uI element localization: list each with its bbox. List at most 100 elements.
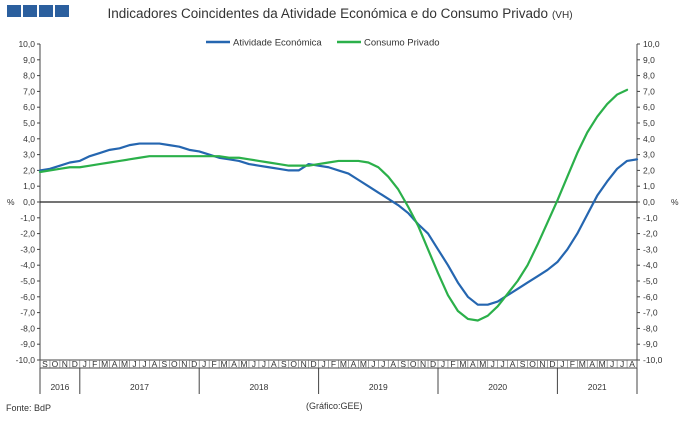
x-month-label: A xyxy=(351,359,357,369)
chart-title: Indicadores Coincidentes da Atividade Ec… xyxy=(107,6,548,21)
x-month-label: A xyxy=(510,359,516,369)
x-month-label: S xyxy=(400,359,406,369)
x-month-label: M xyxy=(599,359,606,369)
x-month-label: A xyxy=(112,359,118,369)
y-tick-label-left: 2,0 xyxy=(23,165,35,175)
x-month-label: M xyxy=(340,359,347,369)
y-tick-label-left: 1,0 xyxy=(23,181,35,191)
x-month-label: O xyxy=(52,359,59,369)
x-month-label: M xyxy=(121,359,128,369)
chart-subtitle: (VH) xyxy=(551,10,573,21)
series-line-consumo-privado xyxy=(38,88,629,322)
x-month-label: O xyxy=(410,359,417,369)
y-tick-label-left: 9,0 xyxy=(23,55,35,65)
y-tick-label-right: -7,0 xyxy=(643,308,658,318)
x-month-label: M xyxy=(101,359,108,369)
logo-block xyxy=(23,5,37,17)
y-tick-label-right: -4,0 xyxy=(643,260,658,270)
logo-block xyxy=(55,5,69,17)
y-unit-left: % xyxy=(7,197,15,207)
x-month-label: N xyxy=(62,359,68,369)
x-month-label: J xyxy=(441,359,445,369)
y-tick-label-left: 5,0 xyxy=(23,118,35,128)
x-month-label: S xyxy=(162,359,168,369)
y-tick-label-right: 2,0 xyxy=(643,165,655,175)
x-month-label: N xyxy=(420,359,426,369)
x-month-label: J xyxy=(560,359,564,369)
x-month-label: J xyxy=(381,359,385,369)
y-tick-label-right: 1,0 xyxy=(643,181,655,191)
x-month-label: A xyxy=(470,359,476,369)
x-month-label: A xyxy=(152,359,158,369)
x-month-label: J xyxy=(132,359,136,369)
year-label: 2018 xyxy=(249,382,268,392)
source-note: Fonte: BdP xyxy=(6,403,52,413)
year-label: 2020 xyxy=(488,382,507,392)
y-tick-label-right: 7,0 xyxy=(643,86,655,96)
x-month-label: J xyxy=(321,359,325,369)
x-month-label: J xyxy=(620,359,624,369)
y-tick-label-left: 0,0 xyxy=(23,197,35,207)
x-month-label: D xyxy=(311,359,317,369)
y-tick-label-left: -8,0 xyxy=(20,323,35,333)
x-month-label: J xyxy=(610,359,614,369)
y-tick-label-right: -9,0 xyxy=(643,339,658,349)
x-month-label: F xyxy=(450,359,455,369)
y-tick-label-left: -5,0 xyxy=(20,276,35,286)
y-tick-label-left: -4,0 xyxy=(20,260,35,270)
x-month-label: J xyxy=(371,359,375,369)
y-tick-label-left: -6,0 xyxy=(20,292,35,302)
x-month-label: A xyxy=(390,359,396,369)
y-tick-label-left: -10,0 xyxy=(16,355,36,365)
legend-label: Atividade Económica xyxy=(233,38,322,49)
x-month-label: J xyxy=(202,359,206,369)
y-tick-label-right: -8,0 xyxy=(643,323,658,333)
y-tick-label-left: -1,0 xyxy=(20,213,35,223)
y-tick-label-right: 10,0 xyxy=(643,39,660,49)
x-month-label: D xyxy=(72,359,78,369)
year-label: 2017 xyxy=(130,382,149,392)
x-month-label: J xyxy=(262,359,266,369)
x-month-label: S xyxy=(281,359,287,369)
y-tick-label-right: 3,0 xyxy=(643,150,655,160)
y-tick-label-left: 7,0 xyxy=(23,86,35,96)
x-month-label: N xyxy=(181,359,187,369)
y-tick-label-left: -7,0 xyxy=(20,308,35,318)
x-month-label: J xyxy=(142,359,146,369)
credit-note: (Gráfico:GEE) xyxy=(306,401,363,411)
y-tick-label-right: 8,0 xyxy=(643,71,655,81)
x-month-label: D xyxy=(191,359,197,369)
x-month-label: M xyxy=(579,359,586,369)
x-month-label: J xyxy=(491,359,495,369)
y-tick-label-right: -1,0 xyxy=(643,213,658,223)
x-month-label: J xyxy=(83,359,87,369)
y-tick-label-left: 10,0 xyxy=(18,39,35,49)
x-month-label: F xyxy=(570,359,575,369)
x-month-label: A xyxy=(629,359,635,369)
y-tick-label-left: -2,0 xyxy=(20,229,35,239)
y-tick-label-right: -6,0 xyxy=(643,292,658,302)
y-unit-right: % xyxy=(671,197,679,207)
year-label: 2021 xyxy=(588,382,607,392)
x-month-label: J xyxy=(501,359,505,369)
legend-label: Consumo Privado xyxy=(364,38,440,49)
y-tick-label-right: -5,0 xyxy=(643,276,658,286)
year-label: 2019 xyxy=(369,382,388,392)
y-tick-label-right: -2,0 xyxy=(643,229,658,239)
y-tick-label-left: 3,0 xyxy=(23,150,35,160)
x-month-label: A xyxy=(231,359,237,369)
x-month-label: A xyxy=(589,359,595,369)
x-month-label: O xyxy=(529,359,536,369)
year-label: 2016 xyxy=(50,382,69,392)
x-month-label: A xyxy=(271,359,277,369)
y-tick-label-right: 5,0 xyxy=(643,118,655,128)
x-month-label: S xyxy=(42,359,48,369)
y-tick-label-left: -3,0 xyxy=(20,244,35,254)
y-tick-label-left: 8,0 xyxy=(23,71,35,81)
y-tick-label-right: -3,0 xyxy=(643,244,658,254)
x-month-label: M xyxy=(479,359,486,369)
x-month-label: M xyxy=(459,359,466,369)
y-tick-label-right: -10,0 xyxy=(643,355,663,365)
y-tick-label-right: 0,0 xyxy=(643,197,655,207)
